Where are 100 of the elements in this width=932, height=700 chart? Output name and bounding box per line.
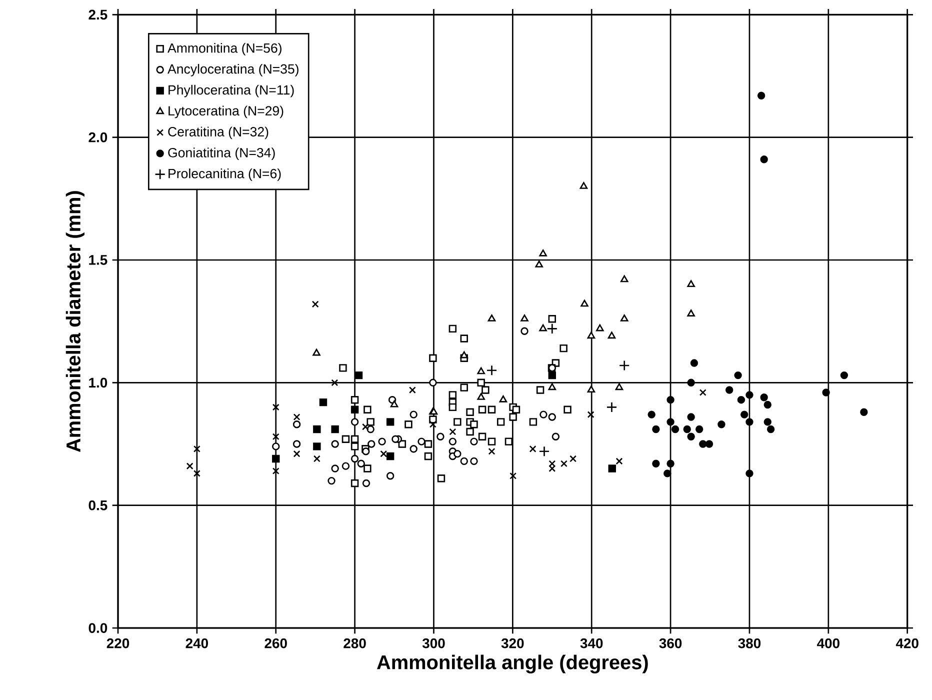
point [424,440,432,448]
point [378,438,386,446]
y-axis-title: Ammonitella diameter (mm) [66,191,84,452]
point [437,474,446,482]
point [504,438,513,446]
point [718,420,726,428]
point [319,398,328,406]
point [740,410,748,418]
point [648,410,656,418]
point [764,400,772,409]
point [822,388,830,396]
point [570,455,577,462]
point [448,438,457,446]
x-axis-title: Ammonitella angle (degrees) [376,654,648,674]
point [292,420,301,428]
point [331,379,338,386]
point [386,418,394,426]
legend-label: Ancyloceratina (N=35) [168,64,298,76]
point [538,446,550,457]
point [193,445,200,452]
point [618,360,630,371]
y-tick-label: 2.5 [88,10,108,20]
point [460,334,468,342]
point [616,458,623,465]
point [548,383,556,390]
point [429,420,436,428]
point [608,332,616,339]
legend-label: Goniatitina (N=34) [168,148,275,160]
point [840,371,848,380]
point [725,386,734,394]
x-tick-label: 300 [422,638,445,648]
point [331,464,339,472]
point [560,460,568,468]
x-tick-label: 360 [659,638,682,648]
point [477,393,485,400]
point [339,364,347,372]
point [386,472,394,480]
point [620,275,628,282]
y-tick-label: 0.5 [88,500,108,510]
point [552,432,560,440]
x-tick-label: 280 [344,638,366,648]
point [766,425,775,434]
point [512,406,520,414]
point [699,440,707,448]
point [362,423,369,430]
point [477,367,485,374]
point [466,428,474,436]
point [687,280,695,288]
point [366,425,374,434]
point [529,418,538,426]
legend-label: Phylloceratina (N=11) [168,84,294,98]
x-tick-label: 400 [816,638,840,648]
point [587,386,596,393]
point [535,260,543,268]
point [331,440,339,448]
point [470,457,478,466]
point [380,450,388,458]
point [272,454,280,463]
point [398,440,406,448]
point [478,406,486,414]
x-tick-label: 420 [896,638,918,648]
point [364,464,372,472]
point [293,414,300,420]
point [666,460,674,468]
point [313,425,321,434]
point [615,383,624,390]
point [454,418,462,426]
y-tick-label: 1.5 [89,255,108,265]
x-tick-label: 340 [580,638,603,648]
point [193,470,200,477]
point [499,395,508,402]
point [368,440,376,448]
point [410,445,418,453]
x-tick-label: 220 [106,638,130,648]
point [705,440,714,448]
point [580,182,588,189]
point [734,371,742,380]
point [466,408,474,416]
point [699,388,706,396]
y-tick-label: 0.0 [88,623,108,633]
point [488,406,496,414]
point [488,448,496,455]
legend-label: Ceratitina (N=32) [168,126,268,140]
point [350,406,359,414]
point [448,324,457,333]
point [448,391,457,399]
point [477,378,485,387]
point [488,438,496,446]
point [666,418,674,426]
point [687,432,695,440]
point [687,413,695,421]
point [470,420,478,428]
point [548,465,556,472]
point [746,418,754,426]
point [860,408,868,416]
point [737,396,746,404]
point [449,428,456,436]
point [386,452,394,460]
x-tick-label: 320 [501,638,524,648]
point [587,411,594,418]
